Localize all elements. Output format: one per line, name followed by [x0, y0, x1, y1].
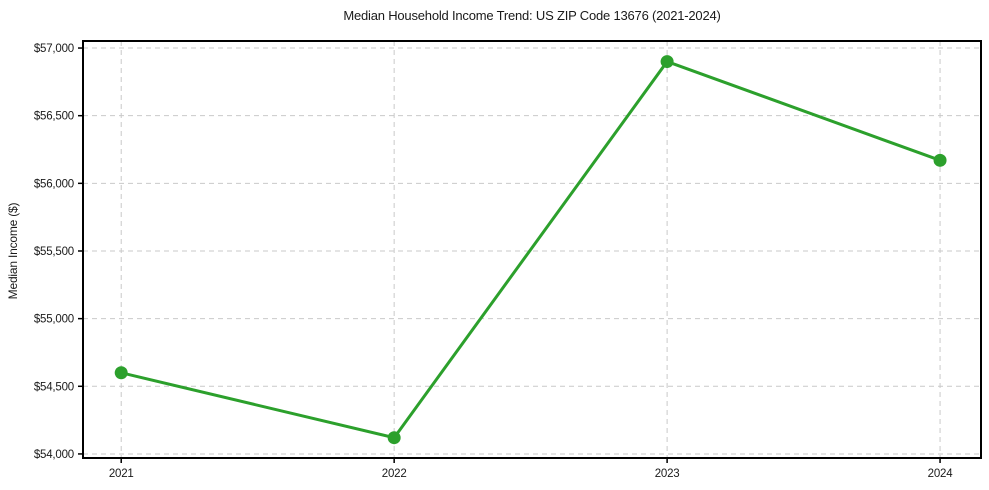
y-tick-label: $57,000 [34, 43, 74, 55]
y-tick-label: $54,000 [34, 449, 74, 461]
chart-title: Median Household Income Trend: US ZIP Co… [343, 8, 721, 23]
plot-border [82, 40, 982, 459]
x-tick-label: 2021 [109, 468, 134, 480]
x-tick-label: 2024 [928, 468, 954, 480]
data-point-2024 [933, 153, 947, 167]
trend-line [119, 60, 942, 440]
y-tick-label: $56,500 [34, 111, 74, 123]
x-tick-label: 2023 [655, 468, 680, 480]
y-tick-label: $54,500 [34, 381, 74, 393]
data-point-2021 [114, 366, 128, 380]
data-point-2022 [387, 431, 401, 445]
data-point-2023 [660, 55, 674, 69]
y-tick-label: $56,000 [34, 178, 74, 190]
y-tick-label: $55,500 [34, 246, 74, 258]
x-tick-label: 2022 [382, 468, 407, 480]
y-tick-label: $55,000 [34, 314, 74, 326]
